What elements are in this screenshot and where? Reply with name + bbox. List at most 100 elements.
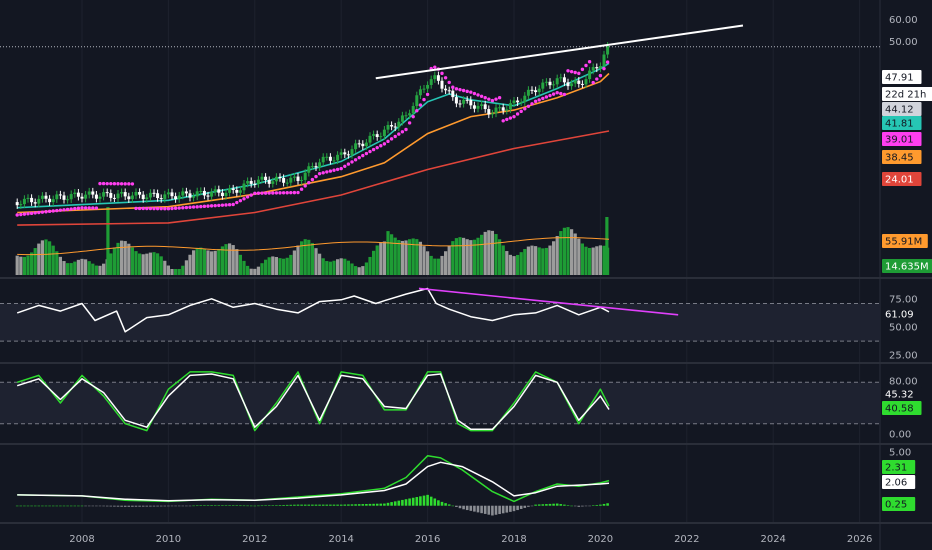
macd-histogram-bar	[480, 505, 483, 514]
signal-line	[17, 461, 610, 502]
macd-histogram-bar	[548, 503, 552, 506]
macd-histogram-bar	[260, 505, 264, 507]
candle	[411, 106, 415, 114]
candle	[224, 192, 228, 197]
psar-dot	[591, 80, 595, 85]
candle	[152, 192, 156, 194]
psar-dot	[26, 212, 30, 216]
macd-histogram-bar	[282, 504, 285, 506]
volume-bar	[48, 241, 52, 275]
psar-dot	[159, 206, 163, 211]
volume-bar	[570, 229, 574, 275]
price-tag-bg	[882, 234, 928, 248]
macd-histogram-bar	[473, 505, 476, 512]
candle	[429, 79, 433, 85]
psar-dot	[325, 170, 329, 174]
psar-dot	[105, 181, 109, 186]
psar-dot	[332, 168, 336, 172]
psar-dot	[584, 63, 588, 68]
candle	[202, 190, 206, 196]
volume-bar	[379, 242, 383, 275]
volume-bar	[361, 266, 365, 275]
price-panel[interactable]	[0, 24, 880, 275]
candle	[253, 183, 257, 185]
candle	[278, 176, 282, 179]
volume-bar	[310, 243, 314, 275]
candle	[260, 176, 264, 180]
psar-dot	[487, 97, 491, 101]
psar-dot	[559, 91, 563, 96]
volume-bar	[462, 237, 466, 275]
macd-histogram-bar	[329, 504, 332, 506]
psar-dot	[209, 204, 214, 208]
volume-bar	[127, 243, 131, 275]
macd-histogram-bar	[271, 505, 275, 506]
volume-bar	[480, 234, 484, 275]
macd-histogram-bar	[505, 505, 509, 513]
psar-dot	[213, 203, 217, 208]
candle	[390, 125, 394, 127]
psar-dot	[461, 88, 466, 93]
candle	[541, 82, 545, 89]
candle	[148, 192, 152, 198]
rsi-panel[interactable]	[0, 287, 880, 342]
psar-dot	[317, 171, 322, 176]
volume-bar	[465, 239, 469, 275]
volume-bar	[199, 247, 203, 275]
psar-dot	[235, 200, 239, 205]
macd-histogram-bar	[163, 505, 167, 507]
price-tag-bg	[882, 259, 932, 273]
psar-dot	[580, 67, 585, 72]
volume-bar	[537, 247, 541, 275]
macd-histogram-bar	[296, 504, 300, 506]
psar-dot	[307, 181, 311, 185]
stoch-tick-label: 0.00	[889, 430, 911, 441]
volume-bar	[408, 239, 412, 275]
psar-dot	[296, 190, 300, 195]
stochastic-panel[interactable]	[0, 371, 880, 432]
macd-histogram-bar	[44, 505, 48, 507]
candle	[598, 66, 602, 69]
volume-bar	[451, 241, 455, 275]
psar-dot	[285, 191, 289, 195]
volume-bar	[123, 241, 127, 275]
psar-dot	[465, 89, 469, 94]
psar-dot	[245, 195, 250, 199]
psar-dot	[515, 112, 520, 116]
time-axis-label: 2018	[501, 534, 526, 545]
volume-bar	[300, 241, 304, 275]
psar-dot	[184, 205, 189, 210]
macd-histogram-bar	[275, 505, 278, 506]
macd-histogram-bar	[433, 498, 437, 506]
candle	[213, 189, 217, 192]
candle	[501, 107, 505, 111]
candle	[573, 80, 577, 84]
macd-panel[interactable]	[15, 455, 610, 516]
macd-histogram-bar	[285, 504, 289, 506]
psar-dot	[335, 167, 340, 172]
volume-bar	[177, 269, 181, 275]
psar-dot	[278, 191, 282, 195]
psar-dot	[361, 153, 365, 158]
psar-dot	[321, 171, 325, 175]
volume-bar	[109, 253, 113, 275]
candle	[48, 198, 52, 203]
volume-bar	[523, 248, 527, 275]
psar-dot	[479, 94, 484, 99]
macd-histogram-bar	[242, 505, 246, 507]
macd-histogram-bar	[339, 504, 343, 506]
price-tag: 41.81	[885, 119, 914, 130]
macd-histogram-bar	[156, 505, 159, 507]
volume-bar	[40, 240, 44, 275]
psar-dot	[181, 206, 185, 210]
psar-dot	[519, 109, 523, 114]
psar-dot	[101, 181, 106, 186]
candle	[33, 202, 37, 204]
macd-histogram-bar	[487, 505, 491, 515]
volume-bar	[415, 239, 419, 275]
time-axis[interactable]: 2008 2010 2012 2014 2016 2018 2020 2022 2024 2026	[69, 534, 872, 545]
macd-histogram-bar	[426, 494, 429, 506]
candle	[458, 103, 462, 105]
